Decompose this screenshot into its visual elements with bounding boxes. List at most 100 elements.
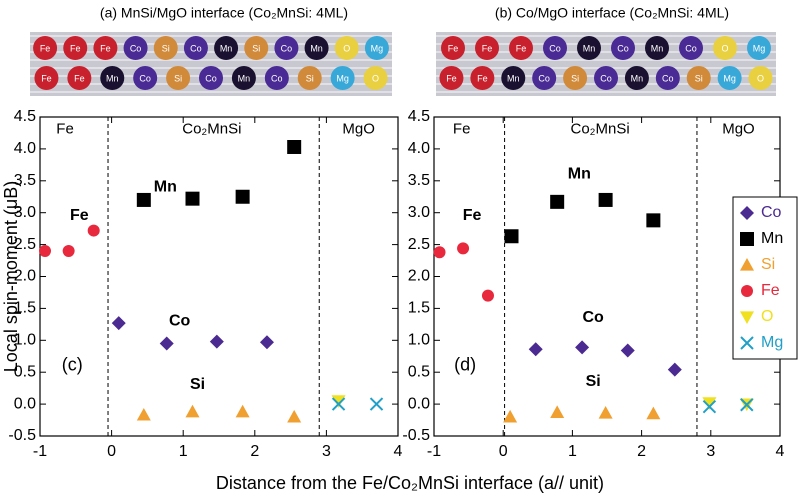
- data-point: [137, 408, 151, 421]
- atom-label: O: [343, 43, 350, 53]
- atom-label: Si: [162, 43, 170, 53]
- region-label: Fe: [453, 121, 471, 138]
- region-label: MgO: [722, 121, 755, 138]
- atom-label: Si: [571, 73, 579, 83]
- data-point: [112, 316, 126, 330]
- region-label: Co₂MnSi: [182, 121, 241, 138]
- atom-label: Co: [190, 43, 202, 53]
- data-point: [529, 342, 543, 356]
- y-tick-label: -0.5: [402, 427, 430, 444]
- data-point: [88, 225, 100, 237]
- data-point: [646, 407, 660, 420]
- data-point: [668, 363, 682, 377]
- atom-label: Mn: [106, 73, 119, 83]
- x-tick-label: 2: [637, 443, 646, 460]
- atom-label: Co: [139, 73, 151, 83]
- data-point: [575, 340, 589, 354]
- data-point: [599, 406, 613, 419]
- data-point: [287, 140, 301, 154]
- element-label: Mn: [568, 166, 591, 183]
- data-point: [457, 242, 469, 254]
- y-tick-label: 2.5: [408, 236, 430, 253]
- data-point: [287, 410, 301, 423]
- data-point: [505, 229, 519, 243]
- data-point: [371, 398, 383, 410]
- y-tick-label: 4.0: [14, 140, 36, 157]
- atom-label: Co: [271, 73, 283, 83]
- legend-label: Mn: [761, 230, 783, 247]
- legend-marker: [740, 232, 754, 246]
- atom-label: Fe: [477, 73, 488, 83]
- data-point: [236, 190, 250, 204]
- x-tick-label: 1: [179, 443, 188, 460]
- atom-label: Mg: [371, 43, 384, 53]
- atom-label: Fe: [70, 43, 81, 53]
- x-tick-label: -1: [33, 443, 47, 460]
- panel-title: (b) Co/MgO interface (Co₂MnSi: 4ML): [495, 5, 729, 21]
- x-tick-label: 1: [568, 443, 577, 460]
- atom-label: Si: [306, 73, 314, 83]
- atom-label: Fe: [516, 43, 527, 53]
- atom-label: Mn: [583, 43, 596, 53]
- atom-label: Mn: [220, 43, 233, 53]
- atom-label: Co: [549, 43, 561, 53]
- atom-label: Mg: [723, 73, 736, 83]
- element-label: Si: [586, 373, 601, 390]
- x-tick-label: 3: [322, 443, 331, 460]
- data-point: [137, 193, 151, 207]
- panel-label: (d): [454, 355, 476, 375]
- atom-label: Si: [174, 73, 182, 83]
- atom-label: O: [372, 73, 379, 83]
- element-label: Si: [190, 376, 205, 393]
- atom-label: Mn: [310, 43, 323, 53]
- data-point: [503, 410, 517, 423]
- figure: Distance from the Fe/Co₂MnSi interface (…: [0, 0, 798, 498]
- x-tick-label: -1: [427, 443, 441, 460]
- data-point: [646, 213, 660, 227]
- data-point: [236, 405, 250, 418]
- atom-label: Co: [617, 43, 629, 53]
- y-tick-label: 0.0: [14, 395, 36, 412]
- y-tick-label: 0.0: [408, 395, 430, 412]
- legend-label: Fe: [761, 282, 780, 299]
- atom-label: Co: [662, 73, 674, 83]
- data-point: [63, 245, 75, 257]
- atom-label: Co: [600, 73, 612, 83]
- atom-label: Si: [695, 73, 703, 83]
- data-point: [550, 405, 564, 418]
- data-point: [39, 245, 51, 257]
- element-label: Co: [169, 312, 191, 329]
- y-axis-label: Local spin-moment (μB): [1, 181, 21, 372]
- x-tick-label: 0: [107, 443, 116, 460]
- data-point: [210, 335, 224, 349]
- data-point: [550, 195, 564, 209]
- panel-title: (a) MnSi/MgO interface (Co₂MnSi: 4ML): [100, 5, 348, 21]
- y-tick-label: 1.0: [408, 332, 430, 349]
- plot-frame: [434, 117, 780, 436]
- data-point: [332, 395, 346, 408]
- element-label: Fe: [70, 207, 89, 224]
- atom-label: Fe: [74, 73, 85, 83]
- plot-frame: [40, 117, 398, 436]
- x-tick-label: 3: [706, 443, 715, 460]
- atom-label: Co: [538, 73, 550, 83]
- data-point: [434, 246, 446, 258]
- atom-label: Mn: [238, 73, 251, 83]
- atom-label: Mg: [336, 73, 349, 83]
- legend-label: Si: [761, 256, 775, 273]
- atom-label: O: [757, 73, 764, 83]
- data-point: [621, 344, 635, 358]
- atom-label: Fe: [40, 43, 51, 53]
- data-point: [186, 405, 200, 418]
- y-tick-label: 3.5: [408, 172, 430, 189]
- element-label: Fe: [463, 207, 482, 224]
- atom-label: Fe: [482, 43, 493, 53]
- y-tick-label: 3.0: [408, 204, 430, 221]
- atom-label: Fe: [446, 73, 457, 83]
- atom-label: Fe: [448, 43, 459, 53]
- y-tick-label: 4.5: [408, 108, 430, 125]
- element-label: Co: [582, 309, 604, 326]
- atom-label: Co: [205, 73, 217, 83]
- atom-label: Si: [252, 43, 260, 53]
- y-tick-label: 4.0: [408, 140, 430, 157]
